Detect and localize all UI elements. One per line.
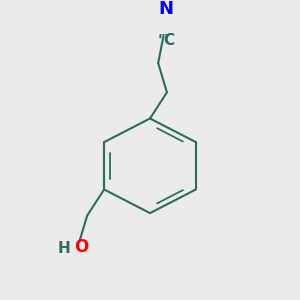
Text: C: C bbox=[163, 34, 174, 49]
Text: O: O bbox=[74, 238, 88, 256]
Text: H: H bbox=[58, 242, 71, 256]
Text: N: N bbox=[158, 0, 173, 18]
